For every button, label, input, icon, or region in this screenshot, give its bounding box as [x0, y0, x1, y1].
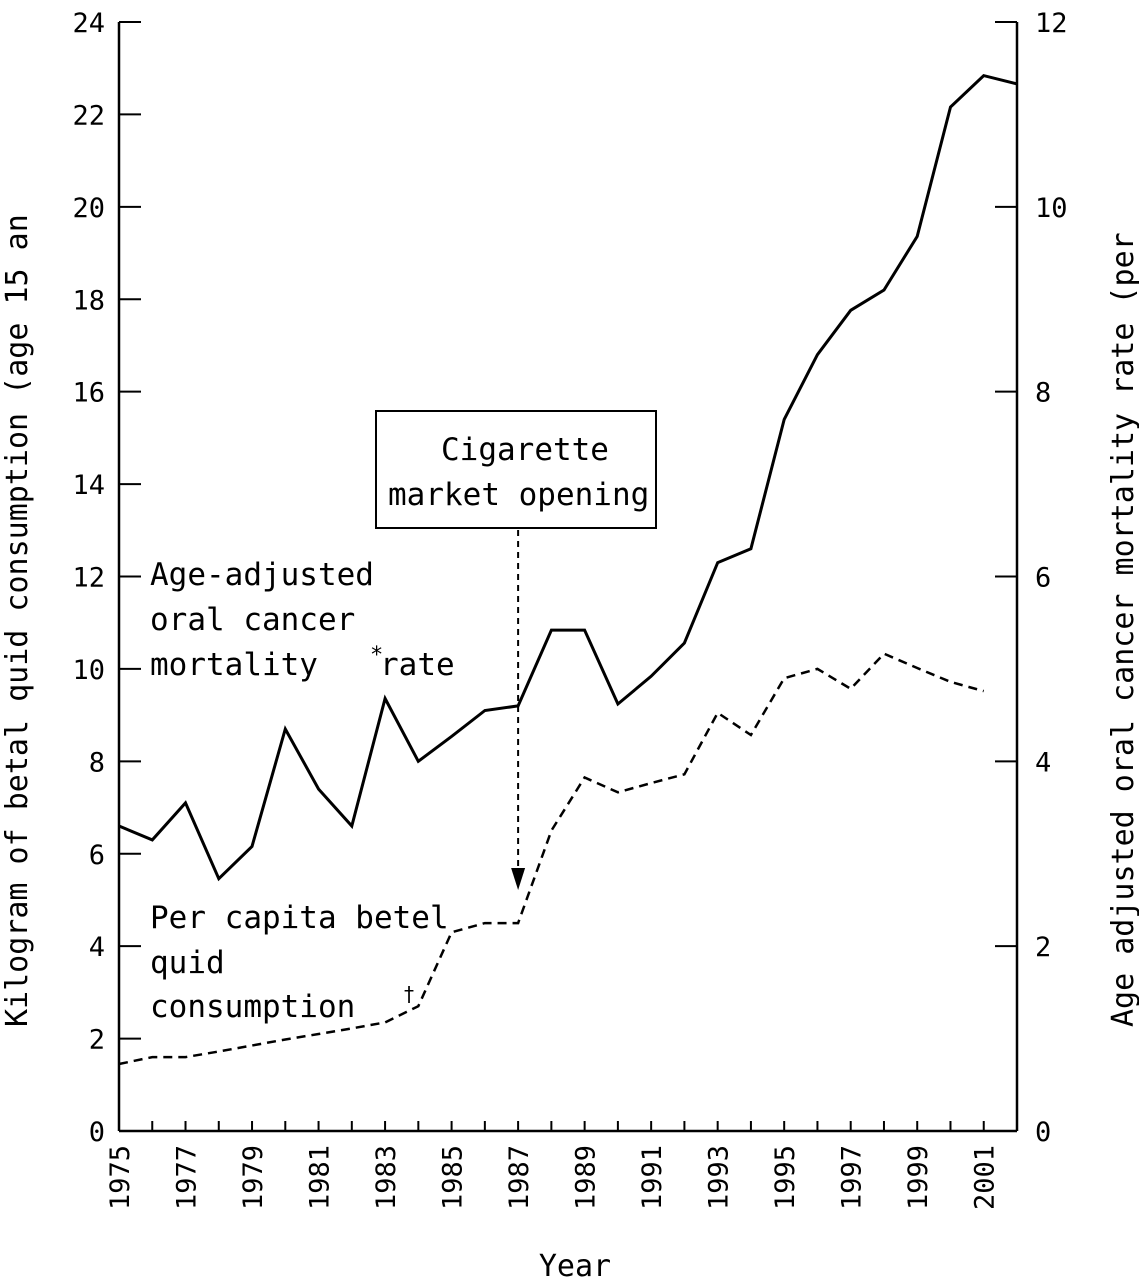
left-axis-title: Kilogram of betal quid consumption (age …: [0, 214, 35, 1027]
left-tick-label: 10: [72, 655, 105, 686]
x-tick-label: 1995: [770, 1145, 801, 1210]
x-tick-label: 1977: [172, 1145, 203, 1210]
x-tick-label: 1999: [903, 1145, 934, 1210]
left-tick-label: 8: [89, 747, 105, 778]
left-tick-label: 6: [89, 840, 105, 871]
annotation-box-line1: Cigarette: [441, 432, 609, 468]
right-tick-label: 4: [1035, 747, 1051, 778]
right-axis-title: Age adjusted oral cancer mortality rate …: [1106, 232, 1139, 1027]
oral-cancer-mortality-line: [118, 73, 1018, 882]
betel-label: Per capita betel quid consumption †: [150, 900, 449, 1025]
mortality-label-line1: Age-adjusted: [150, 557, 374, 593]
annotation-box: [375, 410, 657, 529]
x-tick-label: 1983: [371, 1145, 402, 1210]
x-tick-label: 1991: [637, 1145, 668, 1210]
left-tick-label: 0: [89, 1117, 105, 1148]
betel-label-line3: consumption: [150, 989, 355, 1025]
right-tick-label: 6: [1035, 563, 1051, 594]
left-tick-label: 14: [72, 470, 105, 501]
x-tick-label: 1981: [305, 1145, 336, 1210]
left-tick-label: 18: [72, 285, 105, 316]
left-tick-label: 16: [72, 378, 105, 409]
left-tick-label: 12: [72, 563, 105, 594]
mortality-label-line3: mortality: [150, 647, 318, 683]
betel-label-line1: Per capita betel: [150, 900, 449, 936]
annotation-arrow-head: [511, 868, 526, 890]
x-axis-ticks: 1975 1977 1979 1981 1983 1985 1987 1989 1991 1993…: [105, 1121, 1018, 1210]
right-tick-label: 12: [1035, 8, 1068, 39]
mortality-label-line2: oral cancer: [150, 602, 355, 638]
x-tick-label: 1989: [571, 1145, 602, 1210]
betel-dagger: †: [403, 982, 415, 1006]
left-tick-label: 2: [89, 1025, 105, 1056]
mortality-star: *: [370, 643, 383, 668]
annotation-box-line2: market opening: [388, 477, 649, 513]
x-tick-label: 1993: [704, 1145, 735, 1210]
left-tick-label: 4: [89, 932, 105, 963]
left-tick-label: 22: [72, 100, 105, 131]
left-tick-label: 24: [72, 8, 105, 39]
x-tick-label: 1975: [105, 1145, 136, 1210]
x-tick-label: 1985: [438, 1145, 469, 1210]
x-axis-title: Year: [539, 1249, 611, 1280]
x-tick-label: 1987: [504, 1145, 535, 1210]
mortality-label: Age-adjusted oral cancer mortality * rat…: [150, 557, 455, 683]
x-tick-label: 1979: [238, 1145, 269, 1210]
right-axis-ticks: 0 2 4 6 8 10 12: [995, 8, 1068, 1148]
left-tick-label: 20: [72, 193, 105, 224]
series-layer: [118, 73, 1018, 1066]
mortality-label-line3b: rate: [380, 647, 455, 683]
x-tick-label: 1997: [837, 1145, 868, 1210]
right-tick-label: 10: [1035, 193, 1068, 224]
x-tick-label: 2001: [970, 1145, 1001, 1210]
right-tick-label: 2: [1035, 932, 1051, 963]
right-tick-label: 8: [1035, 378, 1051, 409]
betel-label-line2: quid: [150, 945, 225, 981]
right-tick-label: 0: [1035, 1117, 1051, 1148]
